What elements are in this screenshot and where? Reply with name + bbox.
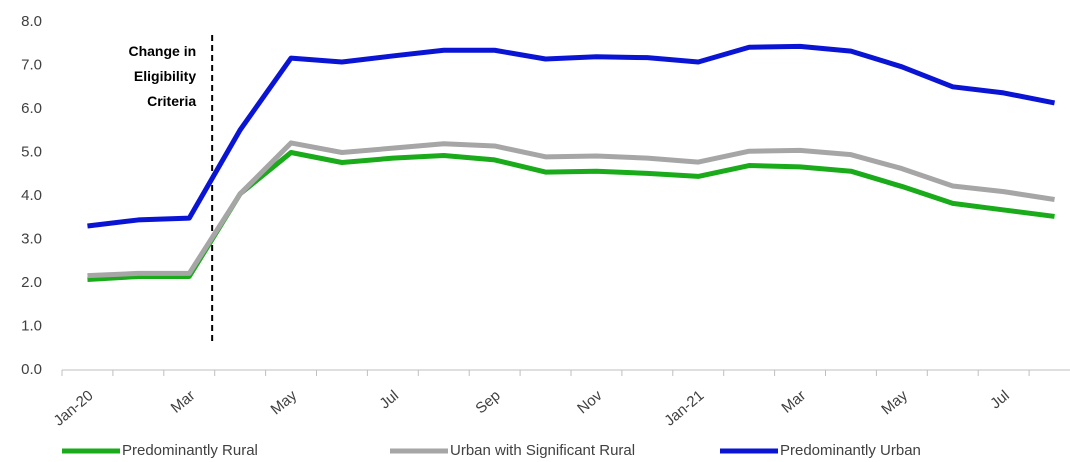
x-tick-label: Jul bbox=[376, 387, 402, 412]
x-tick-label: Sep bbox=[472, 387, 503, 417]
y-tick-label: 1.0 bbox=[21, 317, 42, 334]
y-tick-label: 5.0 bbox=[21, 143, 42, 160]
x-tick-label: Jan-21 bbox=[661, 387, 707, 430]
x-tick-label: Mar bbox=[778, 387, 809, 417]
series-line bbox=[87, 140, 1055, 279]
y-tick-label: 4.0 bbox=[21, 187, 42, 204]
y-tick-label: 3.0 bbox=[21, 230, 42, 247]
x-tick-label: Jan-20 bbox=[51, 387, 97, 430]
y-tick-label: 7.0 bbox=[21, 56, 42, 73]
y-tick-label: 0.0 bbox=[21, 361, 42, 378]
x-tick-label: Nov bbox=[574, 387, 606, 417]
x-tick-label: Jul bbox=[987, 387, 1013, 412]
y-tick-label: 2.0 bbox=[21, 274, 42, 291]
y-tick-label: 6.0 bbox=[21, 100, 42, 117]
legend-label: Predominantly Rural bbox=[122, 442, 258, 459]
y-tick-label: 8.0 bbox=[21, 13, 42, 30]
legend-label: Predominantly Urban bbox=[780, 442, 921, 459]
annotation: Change in Eligibility Criteria bbox=[128, 43, 196, 109]
series-line bbox=[87, 43, 1056, 229]
x-tick-label: May bbox=[878, 387, 911, 419]
x-tick-label: Mar bbox=[168, 387, 199, 417]
x-tick-label: May bbox=[268, 387, 301, 419]
legend-label: Urban with Significant Rural bbox=[450, 442, 635, 459]
